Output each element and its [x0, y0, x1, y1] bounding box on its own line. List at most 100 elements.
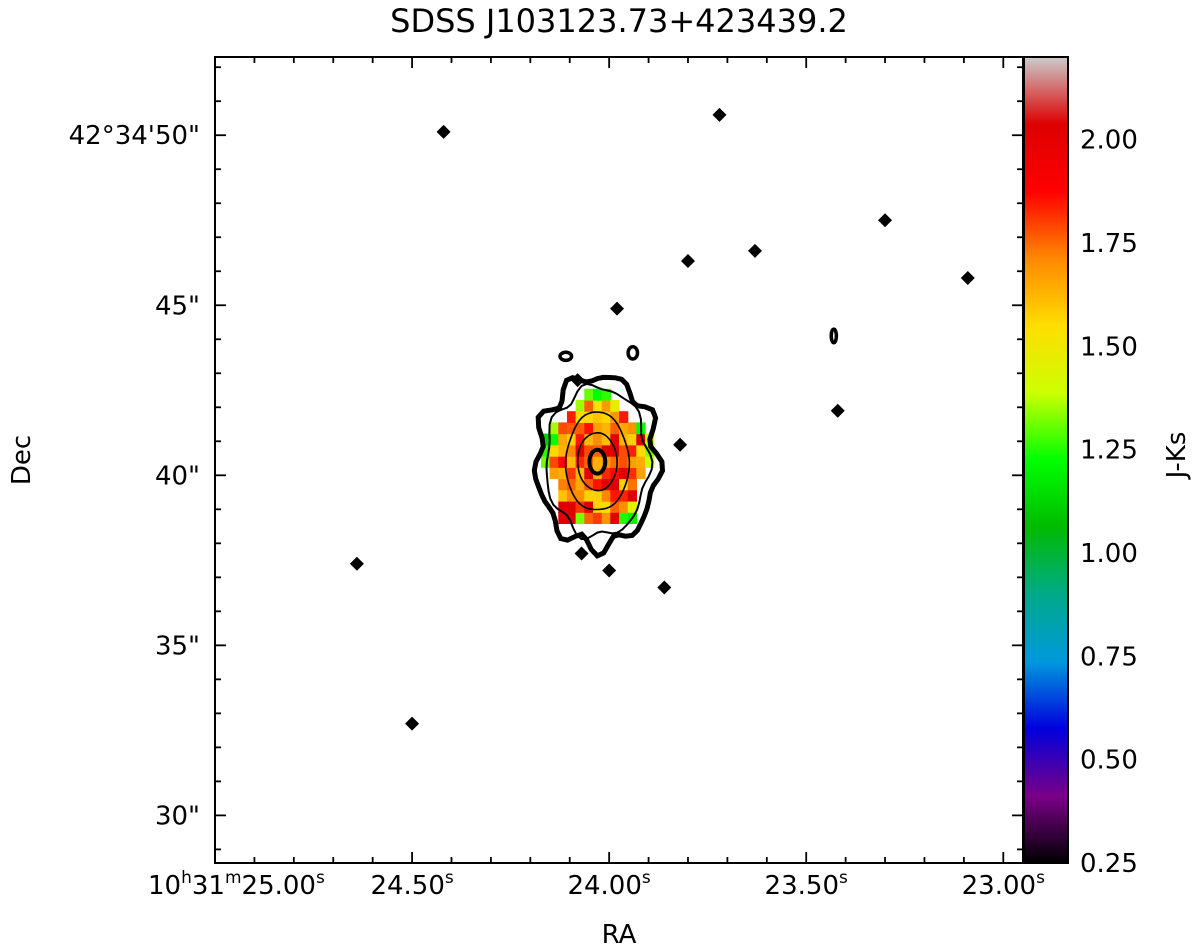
color-pixel — [558, 422, 568, 435]
color-pixel — [610, 400, 620, 412]
color-pixel — [610, 433, 620, 446]
color-pixel — [567, 478, 577, 491]
color-pixel — [575, 400, 585, 412]
color-pixel — [636, 444, 646, 457]
color-pixel — [593, 512, 603, 524]
color-pixel — [627, 467, 637, 480]
chart-title: SDSS J103123.73+423439.2 — [390, 2, 848, 40]
color-pixel — [627, 456, 637, 468]
x-axis-label: RA — [602, 920, 637, 950]
color-pixel — [619, 501, 629, 513]
color-pixel — [558, 433, 568, 446]
color-pixel — [575, 478, 585, 491]
color-pixel — [645, 456, 655, 468]
color-pixel — [601, 388, 611, 401]
color-pixel — [558, 456, 568, 468]
color-pixel — [575, 489, 585, 502]
color-pixel — [619, 489, 629, 502]
contour-level-3 — [564, 411, 631, 511]
color-pixel — [610, 411, 620, 423]
source-marker — [747, 243, 762, 258]
colorbar — [1023, 56, 1069, 864]
color-pixel — [584, 388, 594, 401]
source-marker — [602, 563, 617, 578]
color-pixel — [593, 411, 603, 423]
x-tick-labels: 10h31m25.00s 24.50s 24.00s 23.50s 23.00s — [148, 868, 1045, 901]
color-pixel — [567, 467, 577, 480]
color-pixel — [627, 489, 637, 502]
plot-content — [349, 107, 975, 731]
color-pixel — [619, 411, 629, 423]
color-pixel — [610, 512, 620, 524]
color-pixel — [645, 444, 655, 457]
source-marker — [712, 107, 727, 122]
color-pixel — [601, 411, 611, 423]
y-tick-label: 40" — [155, 461, 200, 491]
color-pixel — [575, 501, 585, 513]
color-pixel — [549, 467, 559, 480]
color-pixel — [601, 467, 611, 480]
x-tick-label: 24.00s — [567, 868, 650, 901]
contour-level-4 — [576, 431, 618, 492]
color-pixel — [584, 489, 594, 502]
color-pixel — [584, 433, 594, 446]
color-pixel — [575, 456, 585, 468]
colorbar-ticks: 0.25 0.50 0.75 1.00 1.25 1.50 1.75 2.00 — [1080, 126, 1138, 879]
source-marker — [680, 254, 695, 269]
color-pixel — [601, 433, 611, 446]
color-pixel — [584, 411, 594, 423]
contour-outer — [531, 374, 666, 559]
color-pixel — [541, 456, 551, 468]
source-marker — [405, 716, 420, 731]
y-tick-label: 30" — [155, 801, 200, 831]
color-pixel — [627, 478, 637, 491]
color-pixel — [593, 501, 603, 513]
color-pixel — [549, 444, 559, 457]
color-pixel — [558, 512, 568, 524]
color-pixel — [575, 422, 585, 435]
color-pixel — [601, 478, 611, 491]
contour-level-2 — [545, 382, 654, 541]
color-pixel — [627, 422, 637, 435]
color-pixel — [636, 467, 646, 480]
color-pixel — [575, 512, 585, 524]
flux-contours — [531, 327, 839, 559]
color-pixel — [567, 512, 577, 524]
y-tick-labels: 42°34'50" 45" 40" 35" 30" — [69, 121, 200, 831]
color-pixel — [601, 400, 611, 412]
color-pixel — [567, 501, 577, 513]
contour-island — [558, 350, 574, 363]
color-pixel — [567, 422, 577, 435]
color-pixel — [558, 467, 568, 480]
color-pixel — [610, 422, 620, 435]
color-pixel — [610, 478, 620, 491]
source-marker — [570, 373, 585, 388]
color-pixel — [636, 456, 646, 468]
y-tick-label: 42°34'50" — [69, 121, 200, 151]
source-marker — [349, 556, 364, 571]
color-pixel — [627, 433, 637, 446]
color-pixel — [567, 433, 577, 446]
color-pixel — [584, 422, 594, 435]
x-tick-label: 24.50s — [370, 868, 453, 901]
color-pixel — [619, 467, 629, 480]
color-pixel — [593, 489, 603, 502]
color-pixel — [636, 433, 646, 446]
color-pixel — [549, 456, 559, 468]
color-pixel — [541, 444, 551, 457]
color-pixel — [575, 467, 585, 480]
colorbar-tick-label: 2.00 — [1080, 126, 1138, 156]
source-marker — [436, 124, 451, 139]
color-map-pixels — [541, 388, 655, 524]
color-pixel — [584, 512, 594, 524]
source-marker — [673, 437, 688, 452]
color-pixel — [567, 456, 577, 468]
color-pixel — [575, 444, 585, 457]
source-marker — [878, 213, 893, 228]
color-pixel — [549, 422, 559, 435]
colorbar-tick-label: 1.75 — [1080, 229, 1138, 259]
contour-core — [587, 447, 608, 476]
color-pixel — [558, 489, 568, 502]
color-pixel — [558, 478, 568, 491]
